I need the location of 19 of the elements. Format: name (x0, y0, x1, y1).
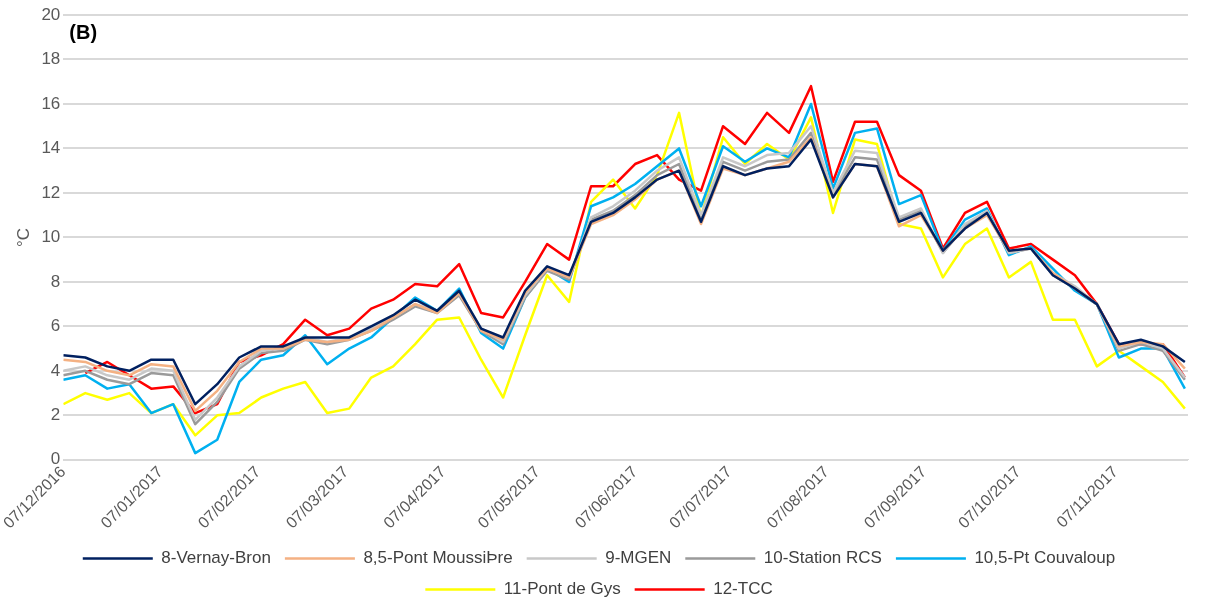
y-tick-label: 18 (41, 49, 61, 69)
legend-label: 12-TCC (713, 579, 773, 599)
y-tick-label: 8 (50, 271, 61, 291)
legend-label: 10,5-Pt Couvaloup (974, 548, 1116, 568)
legend-label: 9-MGEN (605, 548, 672, 568)
y-axis-title: °C (13, 227, 33, 247)
y-tick-label: 4 (50, 360, 61, 380)
annotation: (B) (69, 20, 98, 43)
legend-label: 10-Station RCS (763, 548, 882, 568)
y-tick-label: 20 (41, 4, 61, 24)
y-tick-label: 16 (41, 93, 61, 113)
y-tick-label: 12 (41, 182, 61, 202)
y-tick-label: 10 (41, 227, 61, 247)
y-tick-label: 14 (41, 138, 61, 158)
legend-label: 8,5-Pont MoussiÞre (363, 548, 513, 568)
y-tick-label: 6 (50, 316, 61, 336)
y-tick-label: 2 (50, 405, 61, 425)
legend-label: 8-Vernay-Bron (161, 548, 271, 568)
legend-label: 11-Pont de Gys (503, 579, 621, 599)
